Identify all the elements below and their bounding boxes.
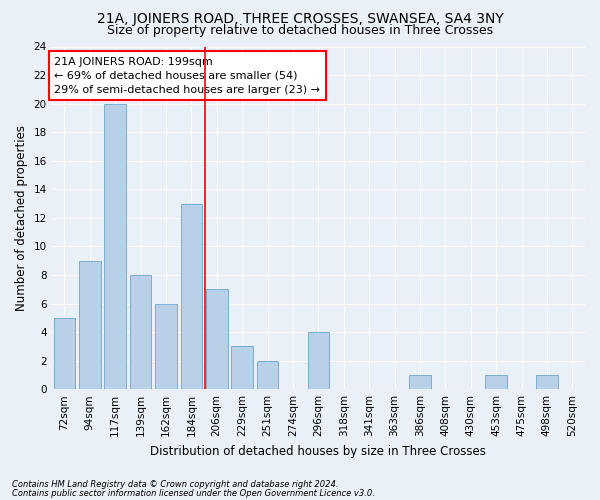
Bar	[130, 275, 151, 389]
Bar	[79, 260, 101, 389]
Bar	[206, 289, 227, 389]
Bar	[536, 375, 557, 389]
Text: 21A JOINERS ROAD: 199sqm
← 69% of detached houses are smaller (54)
29% of semi-d: 21A JOINERS ROAD: 199sqm ← 69% of detach…	[55, 57, 320, 95]
Bar	[308, 332, 329, 389]
X-axis label: Distribution of detached houses by size in Three Crosses: Distribution of detached houses by size …	[151, 444, 486, 458]
Text: Contains HM Land Registry data © Crown copyright and database right 2024.: Contains HM Land Registry data © Crown c…	[12, 480, 338, 489]
Bar	[155, 304, 177, 389]
Bar	[53, 318, 75, 389]
Text: 21A, JOINERS ROAD, THREE CROSSES, SWANSEA, SA4 3NY: 21A, JOINERS ROAD, THREE CROSSES, SWANSE…	[97, 12, 503, 26]
Text: Contains public sector information licensed under the Open Government Licence v3: Contains public sector information licen…	[12, 489, 375, 498]
Text: Size of property relative to detached houses in Three Crosses: Size of property relative to detached ho…	[107, 24, 493, 37]
Bar	[409, 375, 431, 389]
Y-axis label: Number of detached properties: Number of detached properties	[15, 125, 28, 311]
Bar	[485, 375, 507, 389]
Bar	[104, 104, 126, 389]
Bar	[181, 204, 202, 389]
Bar	[232, 346, 253, 389]
Bar	[257, 360, 278, 389]
